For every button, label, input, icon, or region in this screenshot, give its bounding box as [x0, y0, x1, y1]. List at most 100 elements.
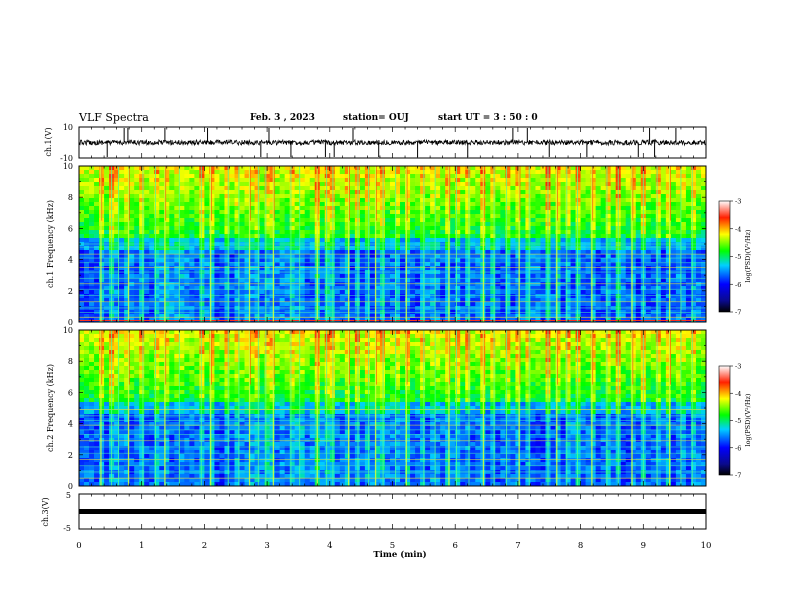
spectrogram-cell: [234, 298, 240, 303]
spectrogram-cell: [179, 298, 185, 303]
spectrogram-cell: [660, 202, 667, 207]
spectrogram-cell: [520, 210, 526, 215]
spectrogram-cell: [84, 250, 90, 255]
spectrogram-cell: [425, 286, 431, 291]
spectrogram-cell: [89, 190, 95, 195]
spectrogram-cell: [224, 202, 230, 207]
spectrogram-cell: [475, 302, 481, 307]
spectrogram-cell: [309, 254, 316, 259]
spectrogram-cell: [635, 234, 642, 239]
spectrogram-cell: [134, 222, 140, 227]
spectrogram-cell: [209, 210, 215, 215]
spectrogram-cell: [605, 250, 612, 255]
spectrogram-cell: [359, 206, 366, 211]
spectrogram-cell: [590, 250, 596, 255]
spectrogram-cell: [625, 170, 632, 175]
spectrogram-cell: [114, 206, 120, 211]
spectrogram-cell: [600, 174, 607, 179]
spectrogram-cell: [124, 310, 130, 315]
spectrogram-cell: [89, 314, 95, 319]
spectrogram-cell: [179, 186, 185, 191]
spectrogram-cell: [149, 194, 155, 199]
spectrogram-cell: [600, 254, 607, 259]
spectrogram-cell: [590, 198, 596, 203]
spectrogram-cell: [179, 210, 185, 215]
spectrogram-cell: [209, 314, 215, 319]
spectrogram-cell: [189, 202, 195, 207]
spectrogram-cell: [490, 262, 496, 267]
spectrogram-cell: [410, 258, 416, 263]
spectrogram-cell: [219, 298, 225, 303]
spectrogram-cell: [79, 174, 85, 179]
spectrogram-cell: [565, 210, 571, 215]
spectrogram-cell: [174, 230, 180, 235]
spectrogram-cell: [410, 302, 416, 307]
spectrogram-cell: [159, 238, 165, 243]
spectrogram-cell: [169, 226, 175, 231]
spectrogram-cell: [304, 286, 311, 291]
spectrogram-cell: [189, 234, 195, 239]
spectrogram-cell: [555, 246, 561, 251]
spectrogram-cell: [84, 310, 90, 315]
spectrogram-cell: [655, 194, 662, 199]
spectrogram-cell: [89, 278, 95, 283]
spectrogram-cell: [660, 246, 667, 251]
spectrogram-cell: [94, 310, 100, 315]
spectrogram-cell: [289, 310, 296, 315]
spectrogram-cell: [535, 186, 541, 191]
spectrogram-cell: [94, 214, 100, 219]
spectrogram-cell: [134, 286, 140, 291]
spectrogram-cell: [445, 298, 451, 303]
spectrogram-cell: [580, 298, 586, 303]
spectrogram-cell: [279, 250, 286, 255]
spectrogram-cell: [530, 290, 536, 295]
spectrogram-cell: [585, 238, 591, 243]
spectrogram-cell: [560, 274, 566, 279]
spectrogram-cell: [129, 182, 135, 187]
spectrogram-cell: [570, 202, 576, 207]
spectrogram-cell: [149, 202, 155, 207]
spectrogram-cell: [259, 226, 265, 231]
spectrogram-cell: [319, 210, 326, 215]
spectrogram-cell: [279, 218, 286, 223]
spectrogram-cell: [259, 178, 265, 183]
spectrogram-cell: [465, 278, 471, 283]
spectrogram-cell: [680, 298, 687, 303]
spectrogram-cell: [700, 230, 707, 235]
spectrogram-cell: [119, 194, 125, 199]
spectrogram-cell: [194, 314, 200, 319]
spectrogram-cell: [650, 206, 657, 211]
spectrogram-cell: [154, 186, 160, 191]
spectrogram-cell: [164, 294, 170, 299]
spectrogram-cell: [94, 202, 100, 207]
spectrogram-cell: [359, 294, 366, 299]
spectrogram-cell: [470, 314, 476, 319]
spectrogram-cell: [410, 294, 416, 299]
spectrogram-cell: [334, 230, 341, 235]
spectrogram-cell: [625, 238, 632, 243]
spectrogram-cell: [515, 214, 521, 219]
spectrogram-cell: [590, 294, 596, 299]
spectrogram-cell: [204, 198, 210, 203]
spectrogram-cell: [585, 266, 591, 271]
spectrogram-cell: [405, 222, 411, 227]
spectrogram-cell: [389, 234, 396, 239]
spectrogram-cell: [555, 314, 561, 319]
spectrogram-cell: [79, 170, 85, 175]
spectrogram-cell: [374, 262, 381, 267]
spectrogram-cell: [384, 314, 391, 319]
spectrogram-cell: [259, 254, 265, 259]
spectrogram-cell: [420, 302, 426, 307]
spectrogram-cell: [595, 302, 602, 307]
spectrogram-cell: [670, 166, 677, 171]
spectrogram-cell: [214, 206, 220, 211]
spectrogram-cell: [435, 278, 441, 283]
spectrogram-cell: [359, 226, 366, 231]
spectrogram-cell: [665, 174, 672, 179]
spectrogram-cell: [274, 286, 280, 291]
spectrogram-cell: [510, 290, 516, 295]
spectrogram-cell: [405, 258, 411, 263]
spectrogram-cell: [415, 174, 421, 179]
spectrogram-cell: [164, 302, 170, 307]
spectrogram-cell: [525, 254, 531, 259]
